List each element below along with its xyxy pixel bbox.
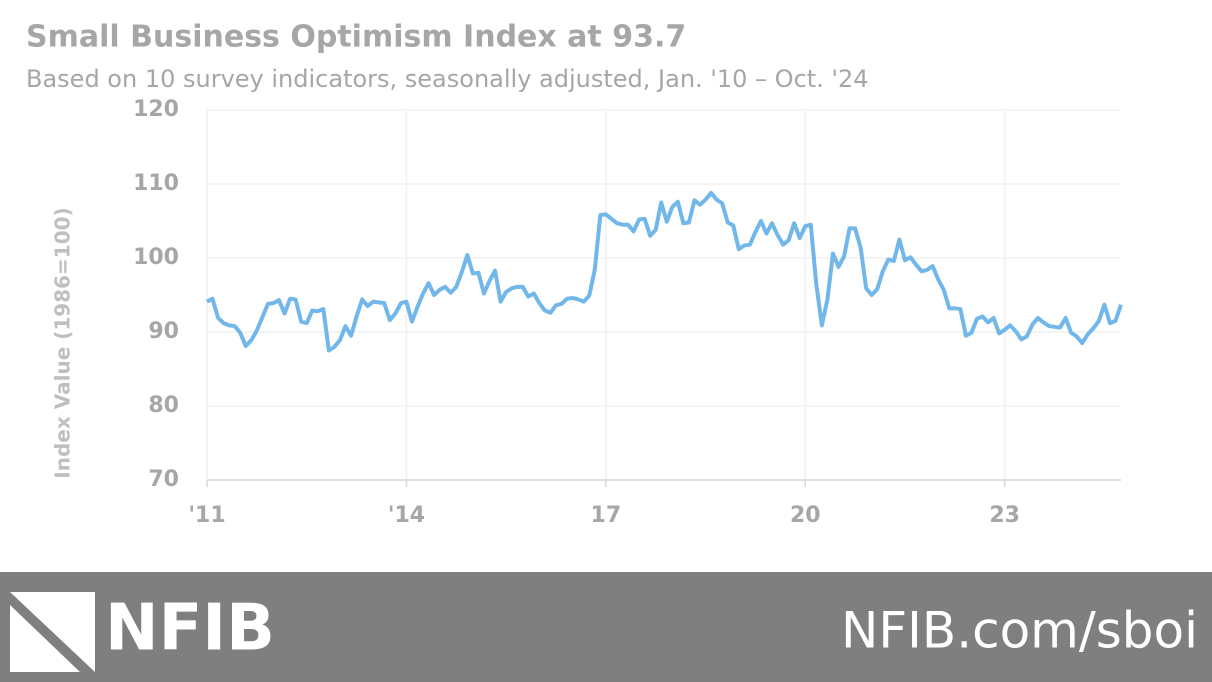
- x-tick-label: '14: [388, 503, 425, 528]
- chart-subtitle: Based on 10 survey indicators, seasonall…: [26, 65, 869, 93]
- logo-mark: [10, 592, 95, 672]
- footer-url: NFIB.com/sboi: [841, 602, 1198, 660]
- x-tick-label: 17: [591, 503, 622, 528]
- x-tick-label: '11: [188, 503, 225, 528]
- y-axis-label: Index Value (1986=100): [51, 207, 75, 478]
- y-tick-label: 80: [148, 393, 179, 418]
- plot-area: 70 80 90 100 110 120 '11 '14 17 20 23: [133, 97, 1123, 528]
- footer-band: [0, 572, 1212, 682]
- data-line: [206, 190, 1123, 353]
- x-tick-label: 23: [989, 503, 1020, 528]
- y-tick-label: 110: [133, 171, 179, 196]
- x-tick-label: 20: [790, 503, 821, 528]
- y-tick-label: 90: [148, 319, 179, 344]
- chart-title: Small Business Optimism Index at 93.7: [26, 20, 686, 55]
- logo-mark: [10, 605, 80, 672]
- y-tick-label: 100: [133, 245, 179, 270]
- y-tick-label: 120: [133, 97, 179, 122]
- logo-text: NFIB: [105, 592, 275, 666]
- y-tick-label: 70: [148, 467, 179, 492]
